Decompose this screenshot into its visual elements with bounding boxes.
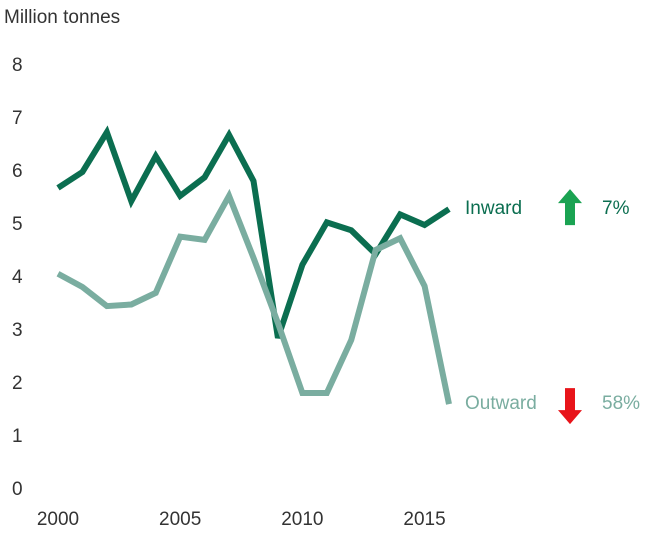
series-line (56, 125, 451, 339)
y-tick-label: 1 (12, 426, 23, 447)
x-tick-label: 2005 (159, 509, 201, 530)
y-tick-label: 5 (12, 214, 23, 235)
y-tick-label: 6 (12, 161, 23, 182)
axis-title: Million tonnes (4, 7, 120, 28)
change-label: 7% (602, 198, 630, 219)
y-tick-label: 0 (12, 479, 23, 500)
y-tick-label: 4 (12, 267, 23, 288)
x-tick-label: 2000 (37, 509, 79, 530)
x-tick-label: 2010 (281, 509, 323, 530)
series-label: Inward (465, 198, 522, 219)
y-tick-label: 7 (12, 108, 23, 129)
y-tick-label: 3 (12, 320, 23, 341)
arrow-up (558, 189, 582, 226)
arrow-down (558, 388, 582, 425)
series-line (56, 188, 452, 405)
y-tick-label: 2 (12, 373, 23, 394)
x-tick-label: 2015 (403, 509, 445, 530)
series-label: Outward (465, 393, 537, 414)
y-tick-label: 8 (12, 55, 23, 76)
change-label: 58% (602, 393, 640, 414)
